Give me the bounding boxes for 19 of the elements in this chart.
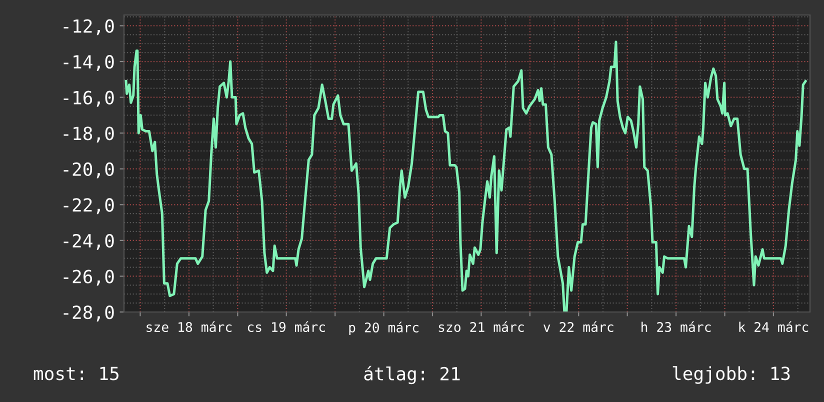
x-tick-label: cs 19 márc bbox=[248, 321, 325, 332]
text: most: 15 bbox=[34, 366, 118, 380]
y-tick-label: -22,0 bbox=[64, 198, 114, 214]
text: legjobb: 13 bbox=[672, 366, 790, 384]
text: átlag: 21 bbox=[364, 366, 460, 384]
y-tick-label: -26,0 bbox=[64, 270, 114, 286]
x-tick-label: k 24 márc bbox=[739, 321, 808, 332]
x-tick-label: h 23 márc bbox=[642, 321, 711, 332]
y-tick-label: -28,0 bbox=[64, 306, 114, 322]
y-tick-label: -12,0 bbox=[64, 19, 114, 36]
y-tick-label: -20,0 bbox=[64, 162, 114, 178]
y-tick-label: -24,0 bbox=[64, 234, 114, 250]
x-tick-label: szo 21 márc bbox=[438, 321, 524, 332]
y-tick-label: -18,0 bbox=[64, 126, 114, 143]
x-tick-label: v 22 márc bbox=[544, 321, 614, 332]
y-tick-label: -16,0 bbox=[64, 90, 114, 107]
x-tick-label: sze 18 márc bbox=[146, 321, 232, 332]
y-tick-label: -14,0 bbox=[64, 55, 114, 71]
x-tick-label: p 20 márc bbox=[349, 322, 418, 336]
